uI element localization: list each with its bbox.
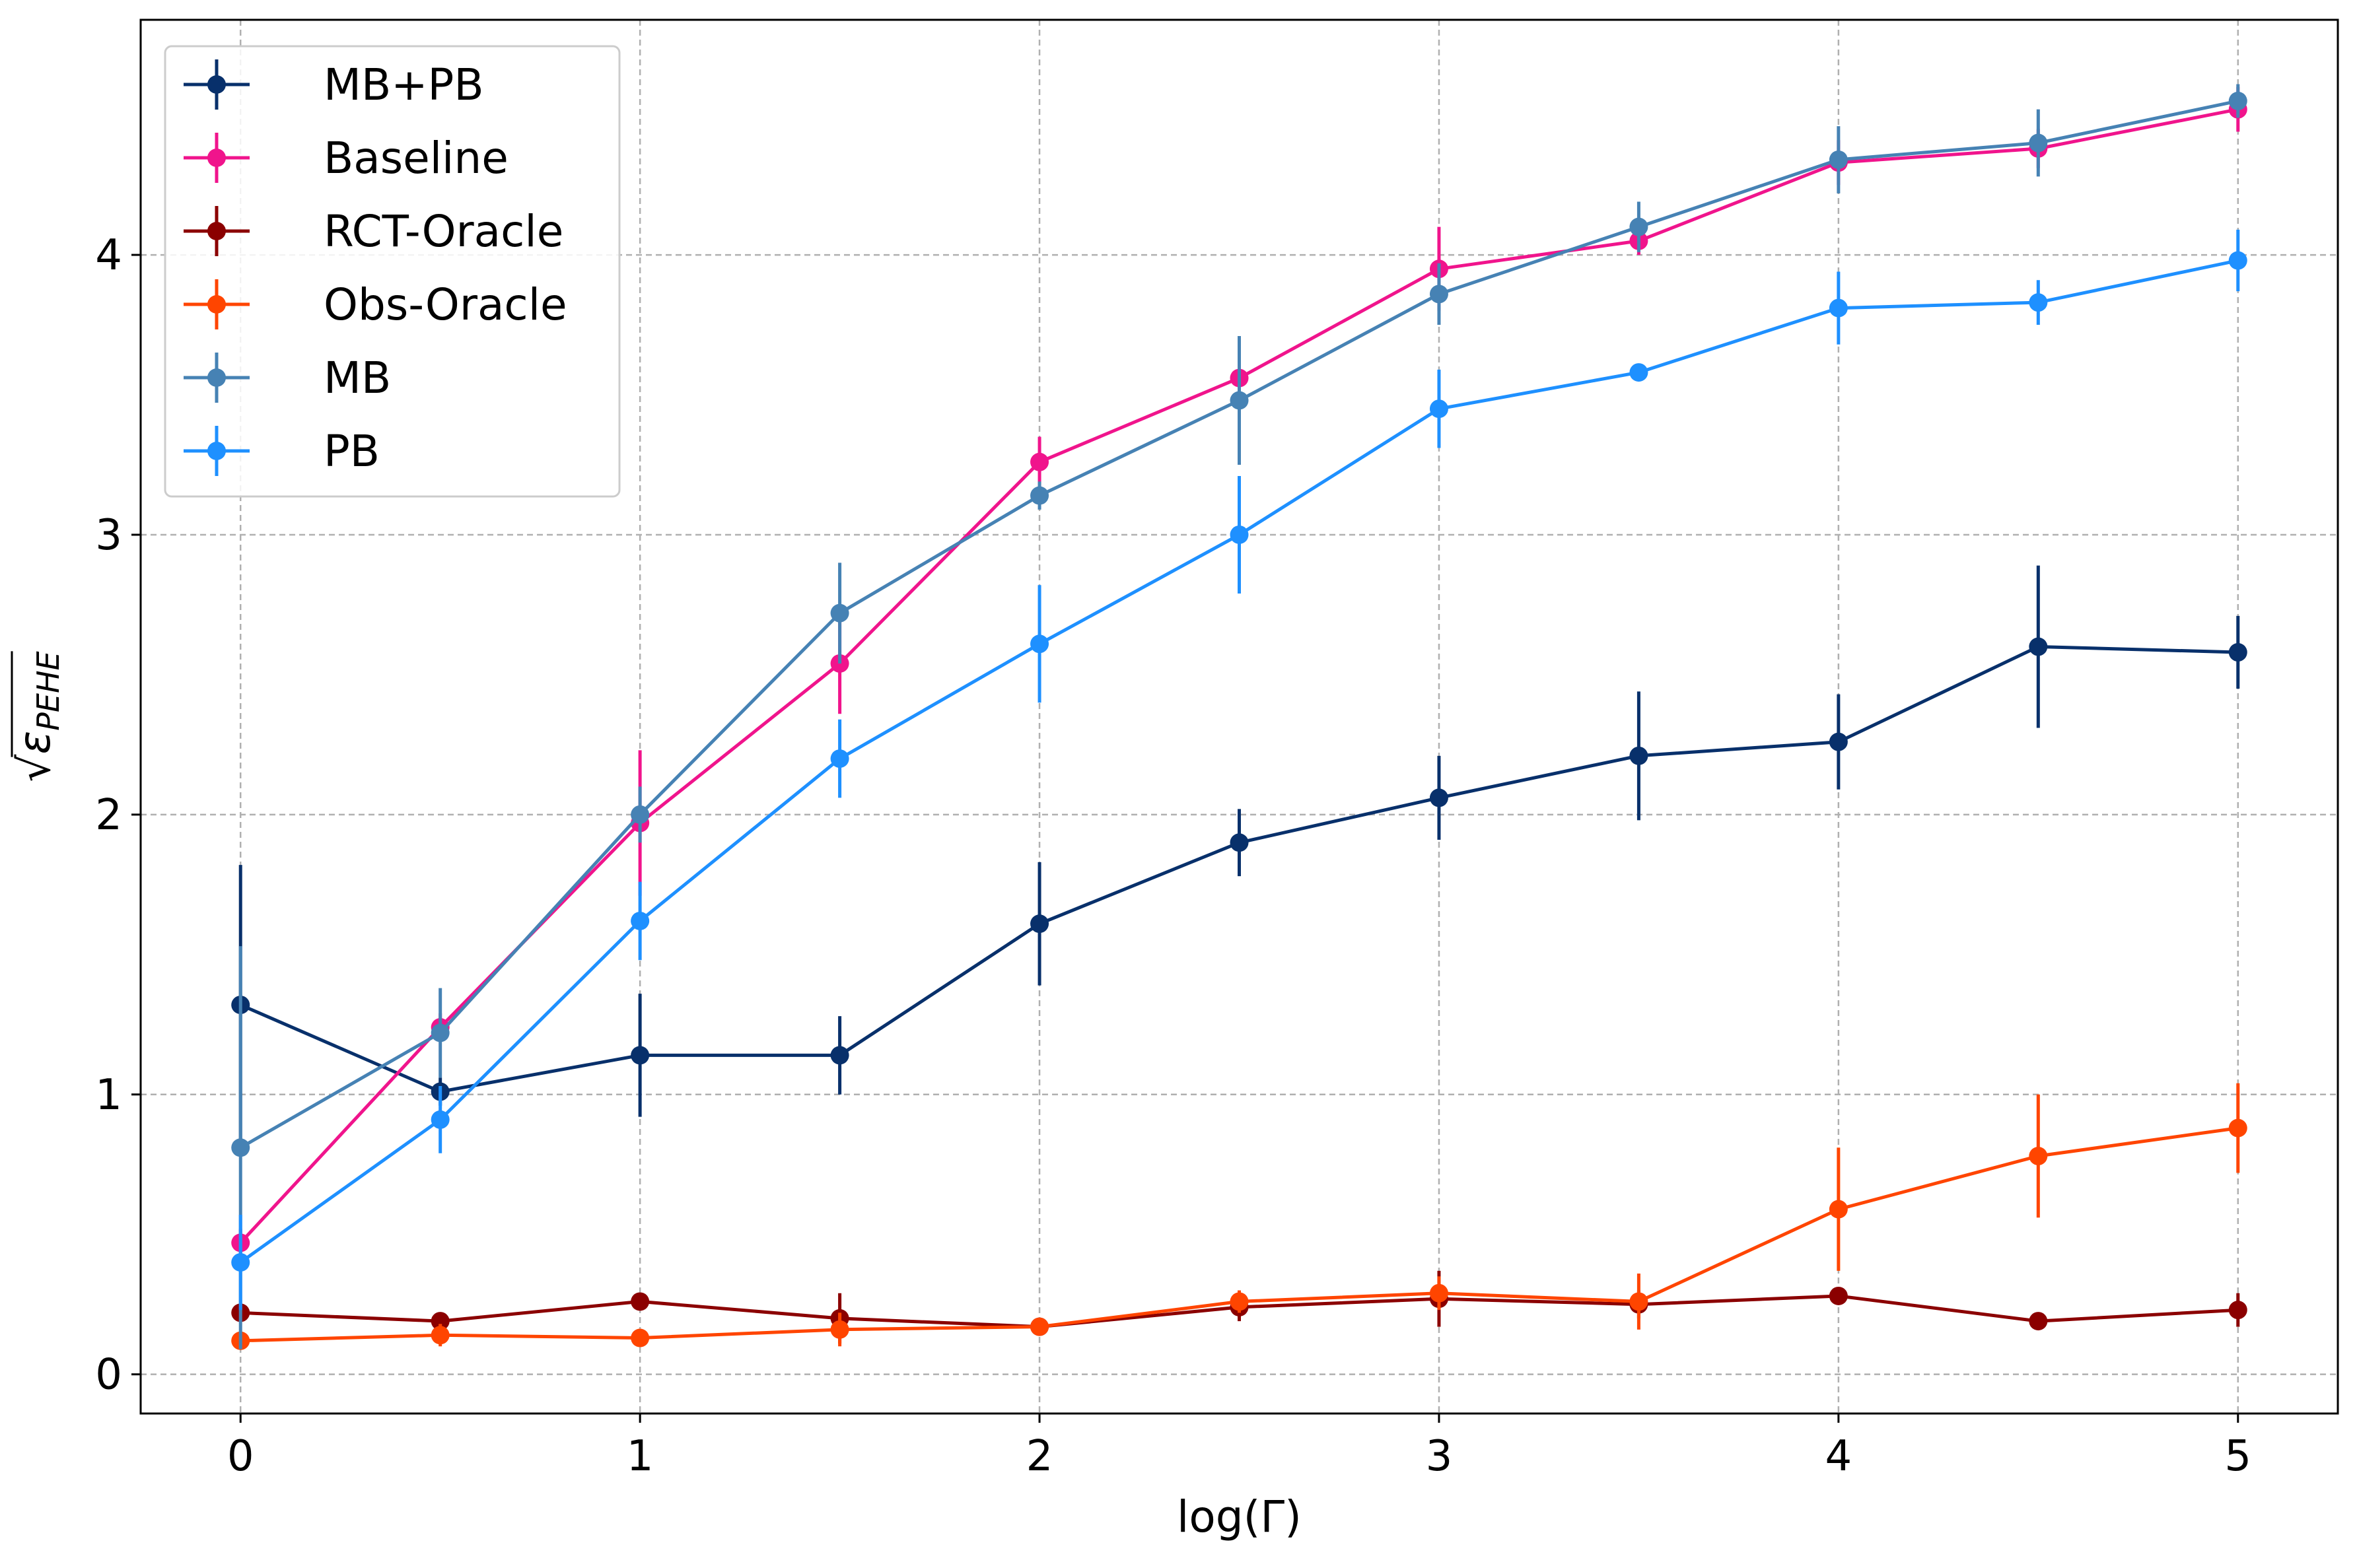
data-point	[1629, 363, 1648, 382]
data-point	[231, 1138, 250, 1157]
legend-entry: PB	[184, 426, 380, 477]
y-tick-label: 3	[95, 511, 122, 560]
data-point	[1829, 1286, 1848, 1305]
data-point	[1230, 525, 1249, 544]
x-tick-label: 0	[227, 1432, 254, 1481]
data-point	[1030, 1317, 1049, 1336]
legend-label: PB	[324, 426, 380, 477]
series-mb	[231, 84, 2247, 1349]
data-point	[1829, 1200, 1848, 1219]
legend-entry: MB	[184, 353, 391, 403]
svg-text:√εPEHE: √εPEHE	[9, 651, 66, 782]
series-obs-oracle	[231, 1083, 2247, 1350]
legend-entry: Obs-Oracle	[184, 279, 567, 330]
data-point	[2029, 637, 2048, 656]
data-point	[2029, 1312, 2048, 1331]
data-point	[1230, 1292, 1249, 1311]
x-axis-label: log(Γ)	[1177, 1491, 1302, 1542]
legend-label: MB	[324, 353, 391, 403]
data-point	[1829, 298, 1848, 318]
y-axis-label-symbol: ε	[9, 731, 60, 755]
data-point	[1829, 732, 1848, 751]
axis-ticks: 0 1 2 3 4 5 0 1 2 3 4	[95, 231, 2251, 1481]
legend-marker	[207, 368, 226, 387]
data-point	[431, 1110, 450, 1129]
legend-label: Baseline	[324, 133, 509, 184]
data-point	[2228, 643, 2247, 662]
data-point	[830, 1046, 849, 1065]
legend-label: RCT-Oracle	[324, 206, 563, 257]
data-point	[2029, 293, 2048, 312]
data-point	[2228, 1301, 2247, 1320]
data-point	[631, 805, 650, 824]
series-pb	[231, 229, 2247, 1311]
x-tick-label: 2	[1026, 1432, 1053, 1481]
legend-marker	[207, 442, 226, 460]
legend-entry: MB+PB	[184, 59, 484, 110]
legend-marker	[207, 222, 226, 240]
legend-marker	[207, 295, 226, 314]
data-point	[631, 1292, 650, 1311]
legend-label: Obs-Oracle	[324, 279, 567, 330]
legend-marker	[207, 75, 226, 94]
data-point	[1030, 634, 1049, 654]
data-point	[431, 1326, 450, 1345]
data-point	[631, 1328, 650, 1347]
y-tick-label: 2	[95, 791, 122, 840]
legend-label: MB+PB	[324, 59, 484, 110]
series-layer	[231, 84, 2247, 1350]
legend-entries: MB+PB Baseline RCT-Oracle Obs-Oracle MB PB	[184, 59, 567, 477]
data-point	[830, 1320, 849, 1339]
data-point	[1230, 391, 1249, 410]
data-point	[631, 911, 650, 930]
data-point	[1429, 788, 1448, 807]
data-point	[1629, 217, 1648, 236]
data-point	[1429, 285, 1448, 304]
legend: MB+PB Baseline RCT-Oracle Obs-Oracle MB PB	[164, 45, 621, 498]
x-tick-label: 5	[2224, 1432, 2251, 1481]
data-point	[631, 1046, 650, 1065]
x-tick-label: 1	[627, 1432, 654, 1481]
data-point	[431, 1312, 450, 1331]
data-point	[2228, 91, 2247, 110]
y-axis-label-root: √	[9, 754, 60, 782]
data-point	[1429, 399, 1448, 419]
data-point	[1629, 746, 1648, 765]
plot-frame	[139, 18, 2339, 1415]
data-point	[1629, 1292, 1648, 1311]
data-point	[1429, 1283, 1448, 1303]
y-axis-label: √εPEHE	[9, 651, 66, 782]
legend-box	[164, 45, 621, 498]
data-point	[431, 1023, 450, 1042]
legend-marker	[207, 149, 226, 167]
data-point	[1030, 914, 1049, 934]
data-point	[1829, 150, 1848, 169]
y-tick-label: 0	[95, 1351, 122, 1400]
data-point	[2228, 251, 2247, 270]
data-point	[830, 603, 849, 623]
y-axis-label-subscript: PEHE	[30, 651, 66, 730]
legend-entry: Baseline	[184, 133, 509, 184]
x-tick-label: 4	[1825, 1432, 1852, 1481]
y-tick-label: 4	[95, 231, 122, 280]
legend-entry: RCT-Oracle	[184, 206, 563, 257]
data-point	[1230, 833, 1249, 852]
series-mb-pb	[231, 565, 2247, 1145]
data-point	[231, 1253, 250, 1272]
data-point	[830, 749, 849, 768]
y-tick-label: 1	[95, 1071, 122, 1120]
x-tick-label: 3	[1426, 1432, 1453, 1481]
data-point	[2029, 133, 2048, 153]
data-point	[1030, 486, 1049, 505]
data-point	[2029, 1147, 2048, 1166]
data-point	[2228, 1118, 2247, 1138]
data-point	[1030, 452, 1049, 471]
